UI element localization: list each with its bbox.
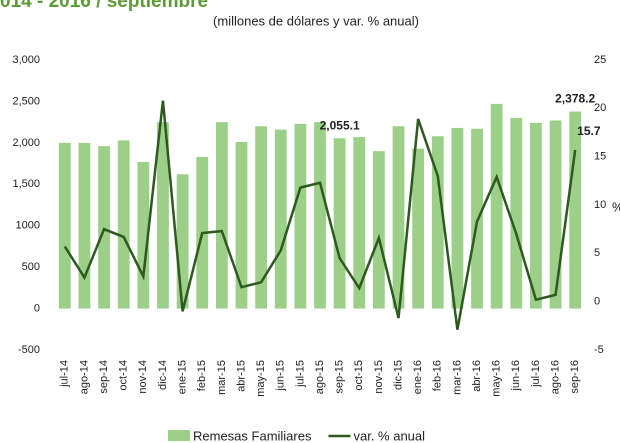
bar bbox=[569, 111, 582, 309]
line bbox=[63, 100, 577, 330]
y2-tick-label: 5 bbox=[594, 247, 600, 259]
legend-label: var. % anual bbox=[353, 428, 425, 443]
y-tick-label: 1,500 bbox=[12, 178, 40, 190]
x-tick-label: dic-15 bbox=[392, 360, 404, 390]
y-tick-label: 500 bbox=[22, 261, 40, 273]
bar bbox=[157, 122, 169, 309]
x-tick-label: jul-15 bbox=[294, 360, 306, 388]
y-tick-label: 2,500 bbox=[12, 95, 40, 107]
y2-tick-label: 25 bbox=[594, 54, 606, 66]
y-tick-label: -500 bbox=[18, 344, 40, 356]
bar bbox=[98, 146, 110, 309]
x-tick-label: feb-15 bbox=[196, 360, 208, 391]
x-tick-label: ago-15 bbox=[314, 360, 326, 394]
bar bbox=[58, 142, 71, 309]
y-tick-label: 2,000 bbox=[12, 137, 40, 149]
chart-subtitle: (millones de dólares y var. % anual) bbox=[213, 13, 419, 28]
x-tick-label: ene-15 bbox=[176, 360, 188, 394]
x-tick-label: nov-14 bbox=[137, 360, 149, 394]
x-tick-label: may-16 bbox=[491, 360, 503, 397]
x-tick-label: mar-16 bbox=[451, 360, 463, 395]
bar bbox=[215, 122, 228, 309]
bar bbox=[314, 122, 326, 309]
legend-swatch bbox=[168, 430, 190, 441]
bar bbox=[78, 142, 91, 309]
bar bbox=[255, 126, 267, 309]
bar bbox=[431, 136, 444, 309]
y2-tick-label: 0 bbox=[594, 296, 600, 308]
x-tick-label: sep-15 bbox=[334, 360, 346, 394]
bar bbox=[137, 161, 150, 309]
x-tick-label: ago-16 bbox=[549, 360, 561, 394]
bar bbox=[373, 151, 385, 309]
x-tick-label: may-15 bbox=[255, 360, 267, 397]
x-tick-label: jul-14 bbox=[59, 360, 71, 388]
x-tick-label: sep-14 bbox=[98, 360, 110, 394]
x-tick-label: jun-16 bbox=[510, 360, 522, 392]
bar bbox=[117, 140, 130, 309]
bar bbox=[353, 137, 366, 309]
x-tick-label: dic-14 bbox=[157, 360, 169, 390]
y-tick-label: 0 bbox=[34, 302, 40, 314]
x-tick-label: oct-14 bbox=[118, 360, 130, 391]
bar bbox=[235, 142, 248, 309]
bar bbox=[333, 138, 346, 309]
bar bbox=[412, 148, 425, 309]
y-tick-label: 1000 bbox=[16, 220, 40, 232]
x-tick-label: abr-15 bbox=[235, 360, 247, 392]
value-label: 2,055.1 bbox=[320, 118, 360, 132]
bar bbox=[451, 127, 464, 309]
bar bbox=[490, 103, 503, 309]
y2-tick-label: 10 bbox=[594, 199, 606, 211]
bar bbox=[549, 120, 562, 309]
y2-tick-label: 20 bbox=[594, 102, 606, 114]
chart-title: 014 - 2016 / septiembre bbox=[0, 0, 208, 12]
y2-axis-label: % bbox=[612, 199, 620, 214]
x-tick-label: nov-15 bbox=[373, 360, 385, 394]
y2-tick-label: -5 bbox=[594, 344, 604, 356]
x-tick-label: feb-16 bbox=[432, 360, 444, 391]
legend-label: Remesas Familiares bbox=[193, 428, 312, 443]
bar bbox=[176, 174, 189, 309]
bar bbox=[510, 118, 523, 309]
y2-tick-label: 15 bbox=[594, 151, 606, 163]
value-label: 15.7 bbox=[577, 124, 601, 138]
value-label: 2,378.2 bbox=[555, 92, 595, 106]
x-tick-label: ago-14 bbox=[78, 360, 90, 394]
x-tick-label: abr-16 bbox=[471, 360, 483, 392]
bar bbox=[294, 123, 307, 309]
bar bbox=[274, 129, 287, 309]
x-tick-label: oct-15 bbox=[353, 360, 365, 391]
x-tick-label: ene-16 bbox=[412, 360, 424, 394]
bar bbox=[392, 126, 405, 309]
x-tick-label: jul-16 bbox=[530, 360, 542, 388]
x-tick-label: sep-16 bbox=[569, 360, 581, 394]
x-tick-label: mar-15 bbox=[216, 360, 228, 395]
bar bbox=[530, 122, 542, 309]
y-tick-label: 3,000 bbox=[12, 54, 40, 66]
x-tick-label: jun-15 bbox=[275, 360, 287, 392]
